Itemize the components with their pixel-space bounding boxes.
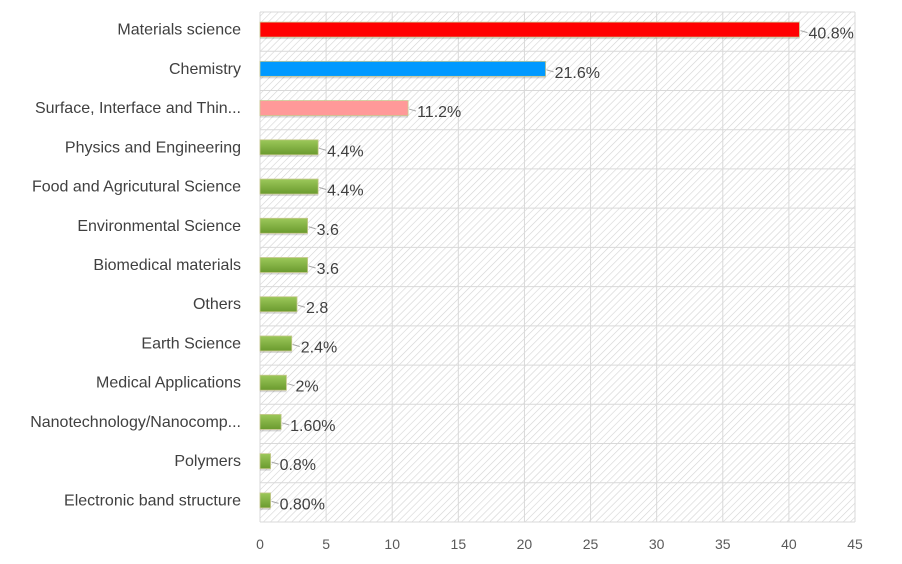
x-tick-label: 10 <box>384 536 400 552</box>
plot-area <box>260 12 855 522</box>
x-tick-label: 5 <box>322 536 330 552</box>
data-label-leader-line <box>287 383 295 387</box>
category-label: Physics and Engineering <box>65 139 241 156</box>
data-label-leader-line <box>800 30 808 34</box>
bar <box>259 335 293 352</box>
data-label: 2% <box>295 379 318 396</box>
data-label: 2.4% <box>301 339 337 356</box>
data-label: 0.80% <box>280 496 325 513</box>
data-label-leader-line <box>319 147 327 151</box>
data-label-leader-line <box>292 343 300 347</box>
category-label: Earth Science <box>141 335 241 352</box>
bar <box>259 257 308 273</box>
x-tick-label: 0 <box>256 536 264 552</box>
data-label: 3.6 <box>317 261 339 278</box>
x-tick-label: 30 <box>649 536 665 552</box>
data-label-leader-line <box>408 108 417 112</box>
bar <box>259 60 547 77</box>
category-label: Nanotechnology/Nanocomp... <box>30 414 241 431</box>
data-label: 4.4% <box>327 183 363 200</box>
data-label-leader-line <box>319 187 327 191</box>
category-label: Medical Applications <box>96 375 241 392</box>
x-tick-label: 15 <box>451 536 467 552</box>
category-label: Polymers <box>174 453 241 470</box>
category-label: Electronic band structure <box>64 492 241 509</box>
data-label: 4.4% <box>327 143 363 160</box>
x-tick-label: 45 <box>847 536 863 552</box>
x-tick-label: 25 <box>583 536 599 552</box>
data-label: 1.60% <box>290 418 335 435</box>
category-label: Environmental Science <box>77 218 241 235</box>
x-tick-label: 20 <box>517 536 533 552</box>
bar <box>259 492 271 509</box>
data-label: 40.8% <box>808 26 853 43</box>
category-label: Biomedical materials <box>93 257 241 274</box>
data-label: 11.2% <box>417 104 461 121</box>
data-label-leader-line <box>297 304 306 308</box>
category-label: Chemistry <box>169 61 241 78</box>
bar <box>259 453 271 470</box>
x-tick-label: 35 <box>715 536 731 552</box>
category-label: Food and Agricutural Science <box>32 179 241 196</box>
data-label: 2.8 <box>306 300 328 317</box>
bar <box>259 100 409 116</box>
bar <box>259 414 282 430</box>
x-tick-label: 40 <box>781 536 797 552</box>
category-label: Others <box>193 296 241 313</box>
data-label: 3.6 <box>317 222 339 239</box>
bar <box>259 178 319 195</box>
data-label-leader-line <box>282 422 290 426</box>
bar <box>259 217 308 234</box>
bar <box>259 21 800 38</box>
category-label: Surface, Interface and Thin... <box>35 100 241 117</box>
data-label: 21.6% <box>555 65 600 82</box>
category-label: Materials science <box>117 22 241 39</box>
data-label-leader-line <box>271 461 279 465</box>
bar <box>259 296 298 313</box>
bar <box>259 139 319 156</box>
data-label: 0.8% <box>280 457 316 474</box>
data-label-leader-line <box>271 500 279 504</box>
bar <box>259 374 287 391</box>
data-label-leader-line <box>308 226 316 230</box>
data-label-leader-line <box>308 265 316 269</box>
data-label-leader-line <box>546 69 554 73</box>
